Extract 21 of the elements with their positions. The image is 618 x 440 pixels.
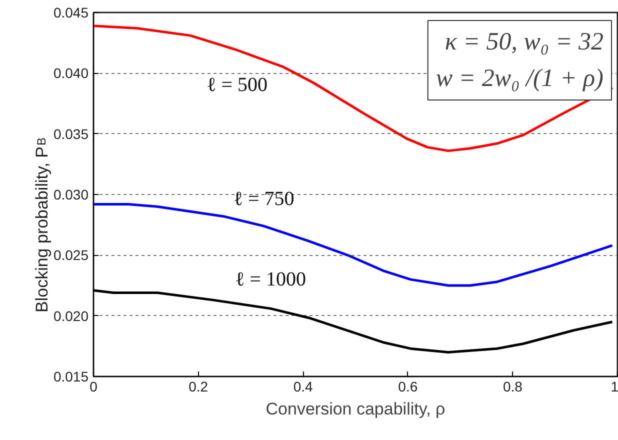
x-tick-label: 0 (90, 378, 98, 394)
x-tick-label: 0.4 (293, 378, 314, 394)
y-tick-label: 0.030 (53, 186, 89, 202)
y-tick-label: 0.040 (53, 65, 89, 82)
annotation: κ = 50, w₀ = 32 (444, 28, 604, 56)
y-tick-label: 0.020 (53, 308, 89, 324)
y-tick-label: 0.035 (53, 126, 89, 142)
x-tick-label: 0.2 (188, 378, 208, 394)
x-tick-label: 1 (610, 378, 618, 394)
series-label: ℓ = 500 (206, 74, 268, 96)
x-axis-title: Conversion capability, ρ (266, 400, 446, 418)
line-series (94, 24, 614, 152)
series-label: ℓ = 750 (233, 188, 294, 210)
y-tick-label: 0.025 (53, 247, 89, 264)
x-tick-label: 0.6 (398, 378, 418, 394)
annotation: w = 2w₀ /(1 + ρ) (436, 64, 604, 92)
x-tick-label: 0.8 (502, 378, 523, 394)
y-tick-label: 0.015 (53, 368, 89, 384)
y-axis-title: Blocking probability, PB (32, 137, 52, 312)
y-tick-label: 0.045 (53, 4, 89, 20)
series-label: ℓ = 1000 (235, 268, 306, 291)
